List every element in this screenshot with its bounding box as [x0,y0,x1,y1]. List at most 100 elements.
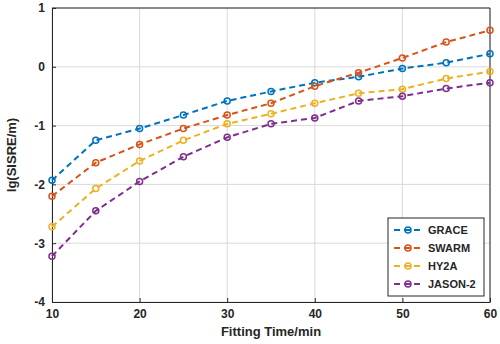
marker [399,66,405,72]
tick: 50 [396,298,410,321]
tick-mark [52,126,56,127]
tick: -3 [34,237,56,251]
grid [52,8,490,302]
marker [443,86,449,92]
legend-marker [405,281,411,287]
marker [356,98,362,104]
frame [490,8,491,302]
tick-label: -2 [34,178,45,192]
marker [224,98,230,104]
marker [137,158,143,164]
marker [180,154,186,160]
tick: 0 [38,60,56,74]
marker [137,178,143,184]
marker [49,177,55,183]
x-axis: 10 20 30 40 50 60 [46,298,498,321]
marker [180,137,186,143]
marker [180,112,186,118]
marker [49,253,55,259]
marker [487,51,493,57]
plot: 102030405060-4-3-2-101GRACESWARMHY2AJASO… [34,1,497,320]
series-line [52,72,490,227]
grid-line-y [52,184,490,185]
grid-line-x [52,8,53,302]
marker [399,93,405,99]
marker [356,90,362,96]
grid-line-y [52,66,490,67]
marker [137,126,143,132]
marker [399,86,405,92]
legend-line [394,283,422,285]
marker [443,39,449,45]
frame [52,8,490,9]
marker [443,76,449,82]
legend: GRACESWARMHY2AJASON-2 [388,218,484,296]
legend-line [394,229,422,231]
tick-label: 40 [309,307,323,321]
tick-mark [52,243,56,244]
tick-mark [140,298,141,302]
legend-marker [405,227,411,233]
marker [224,134,230,140]
marker [268,121,274,127]
tick-mark [52,184,56,185]
marker [268,88,274,94]
marker [93,208,99,214]
marker [93,160,99,166]
grid-line-y [52,302,490,303]
axis-line [53,302,491,303]
tick: 20 [133,298,147,321]
tick-label: 1 [38,1,45,15]
marker [93,137,99,143]
legend-label: GRACE [428,224,468,236]
legend-box [388,218,484,296]
legend-label: HY2A [428,260,457,272]
y-axis: -4 -3 -2 -1 0 1 [34,1,56,309]
marker [224,121,230,127]
chart: 102030405060-4-3-2-101GRACESWARMHY2AJASO… [0,0,500,344]
y-axis-title: lg(SISRE/m) [4,118,19,192]
marker [93,186,99,192]
legend-marker [405,263,411,269]
tick-label: 10 [46,307,60,321]
tick-mark [52,67,56,68]
marker [49,193,55,199]
grid-line-x [490,8,491,302]
grid-line-y [52,8,490,9]
marker [137,141,143,147]
tick-label: 50 [396,307,410,321]
tick-label: -3 [34,237,45,251]
marker [268,100,274,106]
tick-label: -1 [34,119,45,133]
tick: 60 [484,298,498,321]
marker [443,60,449,66]
tick-label: 0 [38,60,45,74]
series-line [52,54,490,180]
grid-line-x [227,8,228,302]
tick-label: -4 [34,295,45,309]
marker [224,112,230,118]
marker [268,111,274,117]
grid-line-x [139,8,140,302]
grid-line-x [314,8,315,302]
tick: -4 [34,295,56,309]
x-axis-title: Fitting Time/min [221,324,321,339]
tick-label: 20 [133,307,147,321]
marker [312,115,318,121]
tick-label: 30 [221,307,235,321]
tick: 30 [221,298,235,321]
tick-mark [227,298,228,302]
tick: 40 [309,298,323,321]
marker [49,224,55,230]
marker [356,70,362,76]
tick-mark [315,298,316,302]
tick-label: 60 [484,307,498,321]
tick-mark [52,302,56,303]
marker [312,100,318,106]
marker [487,27,493,33]
marker [180,126,186,132]
legend-marker [405,245,411,251]
legend-label: SWARM [428,242,470,254]
tick: -1 [34,119,56,133]
tick-mark [402,298,403,302]
